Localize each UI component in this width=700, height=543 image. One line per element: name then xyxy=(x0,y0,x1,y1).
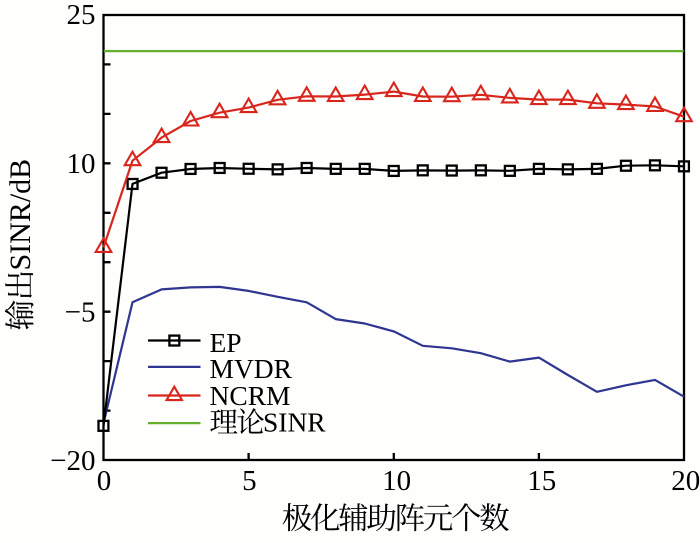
svg-text:SINR/dB: SINR/dB xyxy=(4,159,37,271)
svg-text:MVDR: MVDR xyxy=(210,353,293,384)
svg-text:15: 15 xyxy=(527,465,556,497)
svg-text:−5: −5 xyxy=(65,296,96,328)
svg-text:EP: EP xyxy=(210,327,242,358)
svg-text:NCRM: NCRM xyxy=(210,380,291,411)
svg-text:20: 20 xyxy=(671,465,700,497)
svg-text:−20: −20 xyxy=(50,445,95,477)
svg-text:25: 25 xyxy=(67,0,96,31)
svg-text:10: 10 xyxy=(67,148,96,180)
svg-text:10: 10 xyxy=(382,465,411,497)
svg-text:5: 5 xyxy=(242,465,257,497)
svg-text:0: 0 xyxy=(97,465,112,497)
svg-text:SINR: SINR xyxy=(263,407,326,438)
